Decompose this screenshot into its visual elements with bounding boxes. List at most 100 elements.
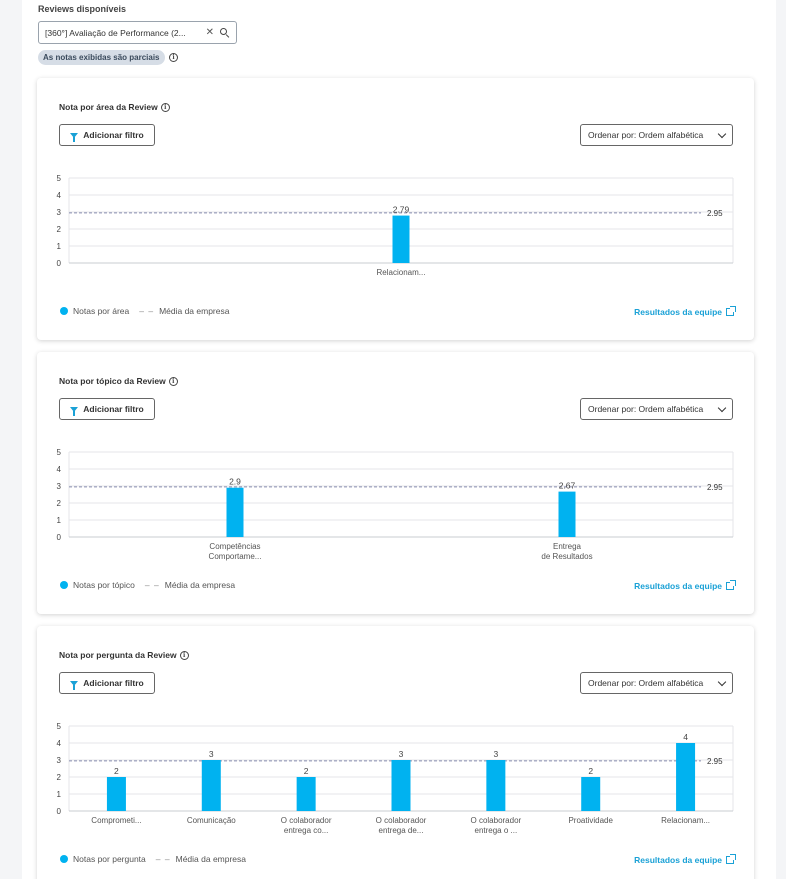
y-tick-label: 5	[57, 448, 62, 457]
bar	[296, 777, 316, 811]
info-icon[interactable]: i	[160, 102, 170, 112]
review-select-value: [360°] Avaliação de Performance (2...	[45, 27, 186, 38]
area-score-card: Nota por área da Review i Adicionar filt…	[37, 78, 754, 340]
add-filter-button[interactable]: Adicionar filtro	[59, 672, 155, 694]
legend-bar-swatch	[60, 307, 68, 315]
card-title: Nota por pergunta da Review i	[59, 650, 189, 660]
add-filter-label: Adicionar filtro	[83, 130, 144, 140]
legend-average-label: Média da empresa	[159, 306, 230, 316]
team-results-label: Resultados da equipe	[634, 307, 722, 317]
sort-select-value: Ordenar por: Ordem alfabética	[588, 130, 704, 140]
bar-value-label: 2	[304, 766, 309, 776]
bar-chart: 0 1 2 3 4 5 2.95 2 Comprometi... 3 Comunicação 2 O c…	[57, 722, 734, 835]
card-title-text: Nota por tópico da Review	[59, 376, 166, 386]
bar-value-label: 3	[209, 749, 214, 759]
topic-score-card: Nota por tópico da Review i Adicionar fi…	[37, 352, 754, 614]
y-tick-label: 2	[57, 225, 62, 234]
legend-series-label: Notas por tópico	[73, 580, 135, 590]
legend-dash-swatch: – –	[139, 306, 155, 316]
x-tick-label: O colaborador	[281, 816, 332, 825]
x-tick-label: entrega o ...	[475, 826, 518, 835]
y-tick-label: 5	[57, 174, 62, 183]
bar	[392, 215, 410, 263]
bar	[581, 777, 601, 811]
team-results-label: Resultados da equipe	[634, 581, 722, 591]
card-title: Nota por tópico da Review i	[59, 376, 178, 386]
y-tick-label: 3	[57, 208, 62, 217]
info-icon[interactable]: i	[169, 53, 178, 62]
add-filter-button[interactable]: Adicionar filtro	[59, 124, 155, 146]
bar	[106, 777, 126, 811]
x-tick-label: Comunicação	[187, 816, 236, 825]
y-tick-label: 2	[57, 499, 62, 508]
filter-icon	[70, 132, 79, 142]
card-title-text: Nota por pergunta da Review	[59, 650, 177, 660]
legend-dash-swatch: – –	[144, 580, 160, 590]
y-tick-label: 4	[57, 465, 62, 474]
info-icon[interactable]: i	[168, 376, 178, 386]
legend-series-label: Notas por pergunta	[73, 854, 146, 864]
x-tick-label: Proatividade	[568, 816, 613, 825]
x-tick-label: entrega co...	[284, 826, 328, 835]
team-results-link[interactable]: Resultados da equipe	[634, 580, 736, 591]
legend-series-label: Notas por área	[73, 306, 130, 316]
close-icon[interactable]: ✕	[205, 27, 214, 38]
x-tick-label: Comprometi...	[91, 816, 141, 825]
sort-select-value: Ordenar por: Ordem alfabética	[588, 404, 704, 414]
filter-icon	[70, 680, 79, 690]
bar-value-label: 2	[588, 766, 593, 776]
bar-value-label: 2	[114, 766, 119, 776]
legend-average-label: Média da empresa	[175, 854, 247, 864]
sort-select[interactable]: Ordenar por: Ordem alfabética	[580, 124, 733, 146]
external-link-icon	[726, 580, 736, 590]
team-results-link[interactable]: Resultados da equipe	[634, 306, 736, 317]
company-average-value: 2.95	[707, 483, 723, 492]
add-filter-label: Adicionar filtro	[83, 678, 144, 688]
bar-chart: 0 1 2 3 4 5 2.95 2.79 Relacionam...	[57, 174, 734, 277]
x-tick-label: de Resultados	[541, 552, 592, 561]
bar-value-label: 2.79	[393, 205, 410, 215]
card-title: Nota por área da Review i	[59, 102, 170, 112]
bar-value-label: 2.67	[559, 481, 576, 491]
external-link-icon	[726, 306, 736, 316]
bar-value-label: 4	[683, 732, 688, 742]
question-score-card: Nota por pergunta da Review i Adicionar …	[37, 626, 754, 879]
bar	[201, 760, 221, 811]
sort-select[interactable]: Ordenar por: Ordem alfabética	[580, 398, 733, 420]
x-tick-label: Competências	[209, 542, 260, 551]
bar	[391, 760, 411, 811]
x-tick-label: entrega de...	[379, 826, 424, 835]
legend-dash-swatch: – –	[155, 854, 171, 864]
chart-legend: Notas por tópico – – Média da empresa	[60, 580, 235, 590]
x-tick-label: Entrega	[553, 542, 582, 551]
y-tick-label: 4	[57, 739, 62, 748]
y-tick-label: 0	[57, 533, 62, 542]
y-tick-label: 1	[57, 790, 62, 799]
search-icon[interactable]	[220, 27, 230, 38]
reviews-page: Reviews disponíveis [360°] Avaliação de …	[22, 0, 776, 879]
bar-value-label: 3	[399, 749, 404, 759]
company-average-value: 2.95	[707, 209, 723, 218]
card-title-text: Nota por área da Review	[59, 102, 158, 112]
y-tick-label: 0	[57, 807, 62, 816]
y-tick-label: 2	[57, 773, 62, 782]
filter-icon	[70, 406, 79, 416]
info-icon[interactable]: i	[179, 650, 189, 660]
add-filter-label: Adicionar filtro	[83, 404, 144, 414]
sort-select[interactable]: Ordenar por: Ordem alfabética	[580, 672, 733, 694]
team-results-link[interactable]: Resultados da equipe	[634, 854, 736, 865]
x-tick-label: Relacionam...	[661, 816, 710, 825]
y-tick-label: 1	[57, 242, 62, 251]
partial-scores-badge: As notas exibidas são parciais	[38, 50, 165, 65]
x-tick-label: Relacionam...	[377, 268, 426, 277]
company-average-value: 2.95	[707, 757, 723, 766]
bar	[676, 743, 696, 811]
chart-legend: Notas por pergunta – – Média da empresa	[60, 854, 246, 864]
review-select[interactable]: [360°] Avaliação de Performance (2... ✕	[38, 21, 237, 44]
x-tick-label: Comportame...	[209, 552, 262, 561]
team-results-label: Resultados da equipe	[634, 855, 722, 865]
external-link-icon	[726, 854, 736, 864]
add-filter-button[interactable]: Adicionar filtro	[59, 398, 155, 420]
x-tick-label: O colaborador	[376, 816, 427, 825]
